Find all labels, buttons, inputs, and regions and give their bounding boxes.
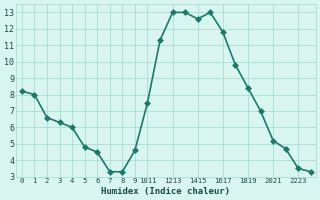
X-axis label: Humidex (Indice chaleur): Humidex (Indice chaleur) bbox=[101, 187, 230, 196]
